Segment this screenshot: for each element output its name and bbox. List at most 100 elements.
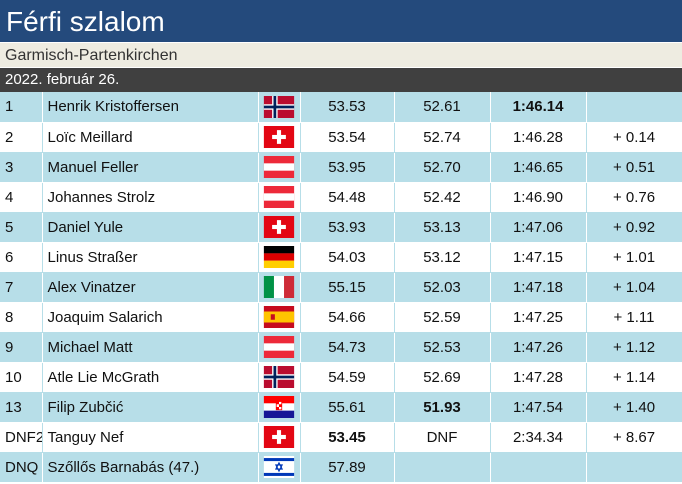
run-time: 52.61: [394, 92, 491, 123]
run-time: 57.89: [300, 452, 395, 483]
time-difference: + 1.11: [586, 302, 682, 333]
rank: 6: [0, 242, 43, 273]
run-time: 54.03: [300, 242, 395, 273]
athlete-name: Joaquim Salarich: [42, 302, 259, 333]
rank: 3: [0, 152, 43, 183]
athlete-name: Alex Vinatzer: [42, 272, 259, 303]
flag: [263, 95, 295, 118]
results-table: 1 Henrik Kristoffersen 53.53 52.61 1:46.14 2 L…: [0, 92, 682, 483]
rank: 1: [0, 92, 43, 123]
rank: DNF2: [0, 422, 43, 453]
total-time: 1:47.54: [490, 392, 587, 423]
flag-cell: [258, 272, 301, 303]
flag: [263, 366, 295, 388]
flag-cell: [258, 392, 301, 423]
rank: 10: [0, 362, 43, 393]
athlete-name: Linus Straßer: [42, 242, 259, 273]
athlete-name: Loïc Meillard: [42, 122, 259, 153]
flag: [263, 216, 295, 238]
result-row: 5 Daniel Yule 53.93 53.13 1:47.06 + 0.92: [0, 212, 682, 243]
time-difference: + 0.92: [586, 212, 682, 243]
run-time: 51.93: [394, 392, 491, 423]
result-row: DNQ Szőllős Barnabás (47.) 57.89: [0, 452, 682, 483]
flag-cell: [258, 422, 301, 453]
run-time: 55.15: [300, 272, 395, 303]
flag-cell: [258, 362, 301, 393]
run-time: 52.74: [394, 122, 491, 153]
run-time: 52.03: [394, 272, 491, 303]
flag-cell: [258, 242, 301, 273]
rank: 13: [0, 392, 43, 423]
time-difference: + 1.40: [586, 392, 682, 423]
result-row: 9 Michael Matt 54.73 52.53 1:47.26 + 1.12: [0, 332, 682, 363]
rank: 4: [0, 182, 43, 213]
run-time: 53.95: [300, 152, 395, 183]
result-row: 7 Alex Vinatzer 55.15 52.03 1:47.18 + 1.04: [0, 272, 682, 303]
athlete-name: Johannes Strolz: [42, 182, 259, 213]
total-time: 1:46.90: [490, 182, 587, 213]
result-row: 4 Johannes Strolz 54.48 52.42 1:46.90 + 0.76: [0, 182, 682, 213]
rank: 2: [0, 122, 43, 153]
run-time: 53.13: [394, 212, 491, 243]
run-time: 53.45: [300, 422, 395, 453]
run-time: 54.66: [300, 302, 395, 333]
flag-cell: [258, 152, 301, 183]
flag-cell: [258, 182, 301, 213]
rank: DNQ: [0, 452, 43, 483]
time-difference: + 0.76: [586, 182, 682, 213]
run-time: 55.61: [300, 392, 395, 423]
athlete-name: Atle Lie McGrath: [42, 362, 259, 393]
total-time: 1:47.28: [490, 362, 587, 393]
time-difference: + 1.04: [586, 272, 682, 303]
athlete-name: Szőllős Barnabás (47.): [42, 452, 259, 483]
total-time: 1:46.65: [490, 152, 587, 183]
run-time: 54.73: [300, 332, 395, 363]
flag: [263, 336, 295, 358]
total-time: 1:46.14: [490, 92, 587, 123]
flag: [263, 156, 295, 178]
run-time: 52.70: [394, 152, 491, 183]
run-time: 53.93: [300, 212, 395, 243]
result-row: 1 Henrik Kristoffersen 53.53 52.61 1:46.14: [0, 92, 682, 123]
flag-cell: [258, 302, 301, 333]
time-difference: + 1.01: [586, 242, 682, 273]
rank: 9: [0, 332, 43, 363]
flag-cell: [258, 92, 301, 123]
athlete-name: Michael Matt: [42, 332, 259, 363]
flag: [263, 426, 295, 448]
total-time: [490, 452, 587, 483]
time-difference: + 8.67: [586, 422, 682, 453]
total-time: 1:47.15: [490, 242, 587, 273]
rank: 8: [0, 302, 43, 333]
flag-cell: [258, 332, 301, 363]
run-time: 52.59: [394, 302, 491, 333]
flag: [263, 186, 295, 208]
run-time: 53.53: [300, 92, 395, 123]
flag-cell: [258, 122, 301, 153]
rank: 7: [0, 272, 43, 303]
flag: [263, 246, 295, 268]
flag: [263, 306, 295, 328]
athlete-name: Filip Zubčić: [42, 392, 259, 423]
run-time: 52.69: [394, 362, 491, 393]
run-time: 52.42: [394, 182, 491, 213]
run-time: 54.48: [300, 182, 395, 213]
run-time: 53.12: [394, 242, 491, 273]
time-difference: + 1.12: [586, 332, 682, 363]
result-row: 6 Linus Straßer 54.03 53.12 1:47.15 + 1.01: [0, 242, 682, 273]
total-time: 1:46.28: [490, 122, 587, 153]
rank: 5: [0, 212, 43, 243]
run-time: DNF: [394, 422, 491, 453]
result-row: 3 Manuel Feller 53.95 52.70 1:46.65 + 0.51: [0, 152, 682, 183]
flag: [263, 396, 295, 418]
result-row: 10 Atle Lie McGrath 54.59 52.69 1:47.28 + 1.1…: [0, 362, 682, 393]
date: 2022. február 26.: [0, 68, 682, 92]
time-difference: + 1.14: [586, 362, 682, 393]
run-time: 52.53: [394, 332, 491, 363]
athlete-name: Manuel Feller: [42, 152, 259, 183]
total-time: 1:47.25: [490, 302, 587, 333]
flag: [263, 456, 295, 478]
total-time: 2:34.34: [490, 422, 587, 453]
run-time: 54.59: [300, 362, 395, 393]
athlete-name: Tanguy Nef: [42, 422, 259, 453]
